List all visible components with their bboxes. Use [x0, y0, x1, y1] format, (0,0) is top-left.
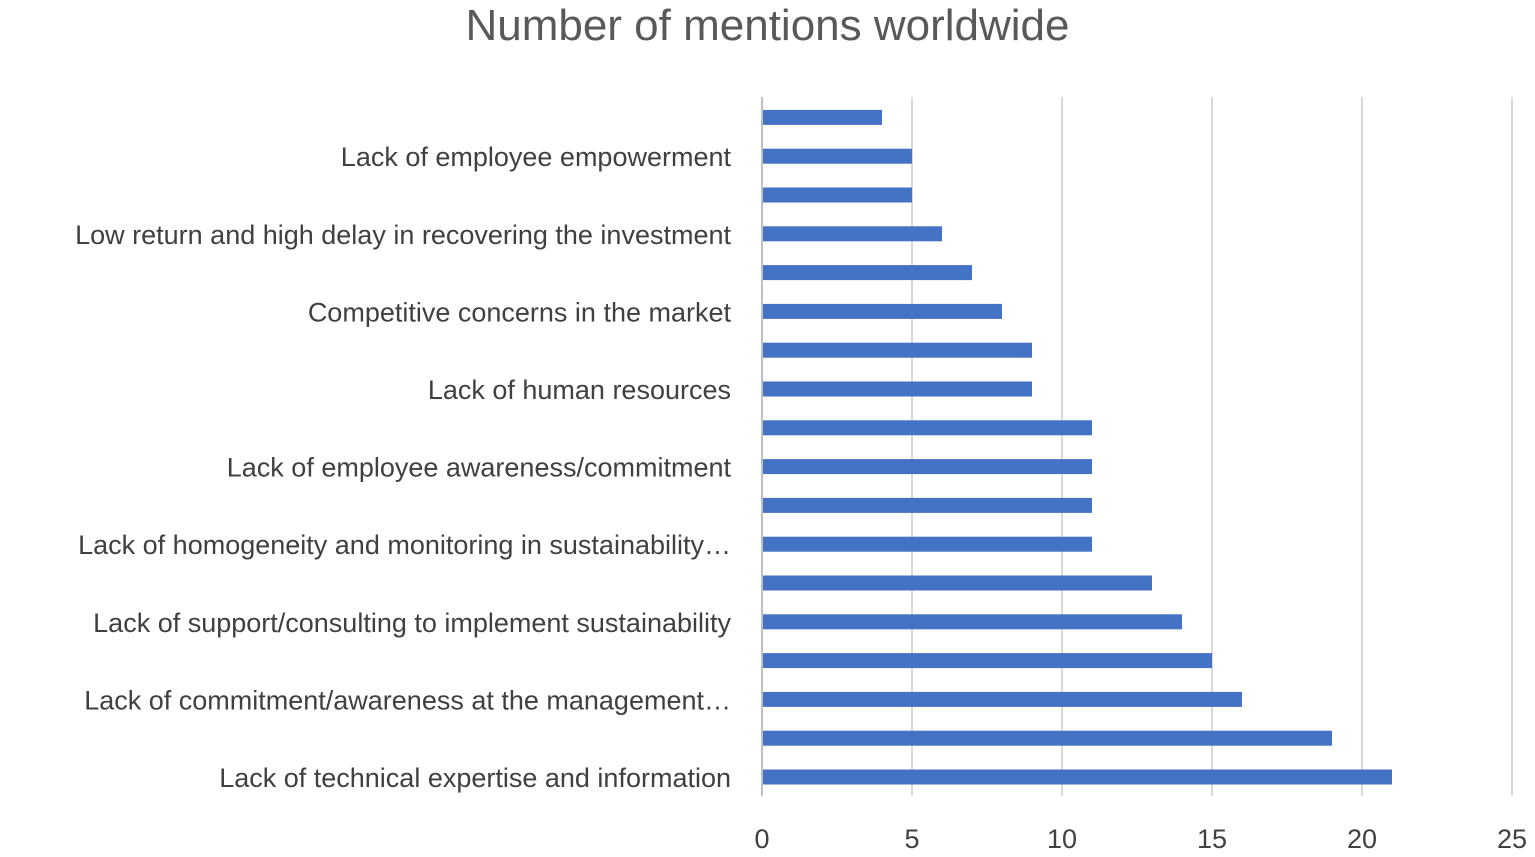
x-tick-labels: 0 5 10 15 20 25	[754, 824, 1527, 854]
x-tick-label: 20	[1347, 824, 1377, 854]
bar	[763, 575, 1152, 591]
category-label: Low return and high delay in recovering …	[75, 220, 731, 250]
x-tick-label: 10	[1047, 824, 1077, 854]
category-label: Lack of human resources	[428, 375, 731, 405]
bar	[763, 691, 1242, 707]
x-tick-label: 0	[754, 824, 769, 854]
bar	[763, 109, 882, 125]
bar	[763, 730, 1332, 746]
category-label: Lack of commitment/awareness at the mana…	[84, 685, 731, 715]
bar	[763, 148, 912, 164]
bar	[763, 303, 1002, 319]
bars	[763, 109, 1392, 785]
bar	[763, 420, 1092, 436]
bar	[763, 265, 972, 281]
bar	[763, 497, 1092, 513]
bar	[763, 187, 912, 203]
bar	[763, 381, 1032, 397]
category-label: Lack of employee awareness/commitment	[227, 453, 732, 483]
bar	[763, 342, 1032, 358]
category-label: Lack of technical expertise and informat…	[219, 763, 731, 793]
gridlines	[761, 97, 1513, 796]
bar	[763, 536, 1092, 552]
bar	[763, 614, 1182, 630]
x-tick-label: 15	[1197, 824, 1227, 854]
x-tick-label: 25	[1497, 824, 1527, 854]
bar	[763, 459, 1092, 475]
category-label: Lack of support/consulting to implement …	[93, 608, 731, 638]
bar	[763, 653, 1212, 669]
chart-title: Number of mentions worldwide	[465, 1, 1070, 50]
bar	[763, 226, 942, 242]
category-label: Lack of homogeneity and monitoring in su…	[78, 530, 731, 560]
category-label: Lack of employee empowerment	[341, 142, 732, 172]
bar	[763, 769, 1392, 785]
x-tick-label: 5	[904, 824, 919, 854]
category-labels: Lack of technical expertise and informat…	[75, 142, 731, 793]
category-label: Competitive concerns in the market	[308, 297, 732, 327]
